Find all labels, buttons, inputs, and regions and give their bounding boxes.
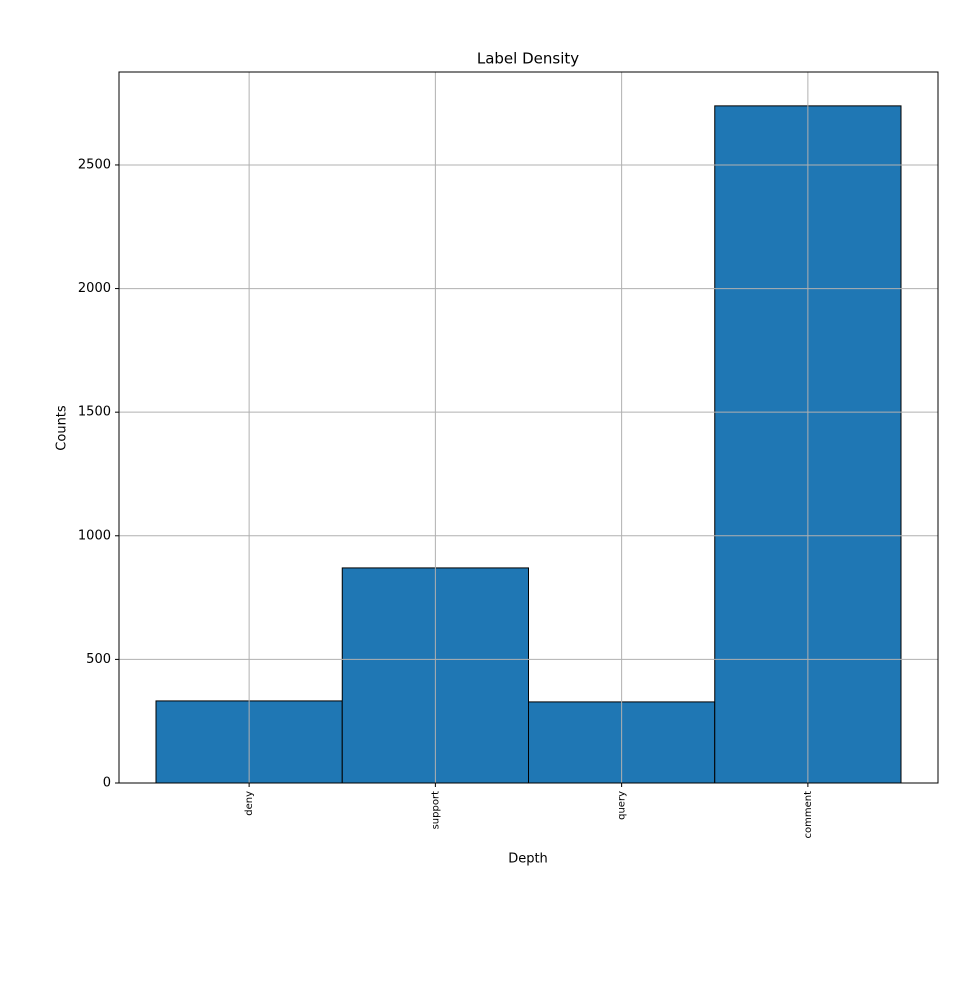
x-tick-label: deny: [244, 791, 255, 816]
plot-frame: [118, 71, 939, 784]
y-tick-label: 2500: [78, 157, 111, 172]
chart-title: Label Density: [477, 50, 579, 68]
x-axis-label: Depth: [508, 852, 548, 867]
x-tick-label: comment: [803, 791, 814, 839]
x-tick-label: query: [617, 791, 628, 820]
y-axis-label: Counts: [55, 405, 70, 451]
y-tick-label: 500: [86, 652, 111, 667]
y-tick-label: 2000: [78, 281, 111, 296]
y-tick-label: 1000: [78, 528, 111, 543]
x-tick-label: support: [430, 791, 441, 829]
y-tick-label: 1500: [78, 405, 111, 420]
y-tick-label: 0: [103, 776, 111, 791]
